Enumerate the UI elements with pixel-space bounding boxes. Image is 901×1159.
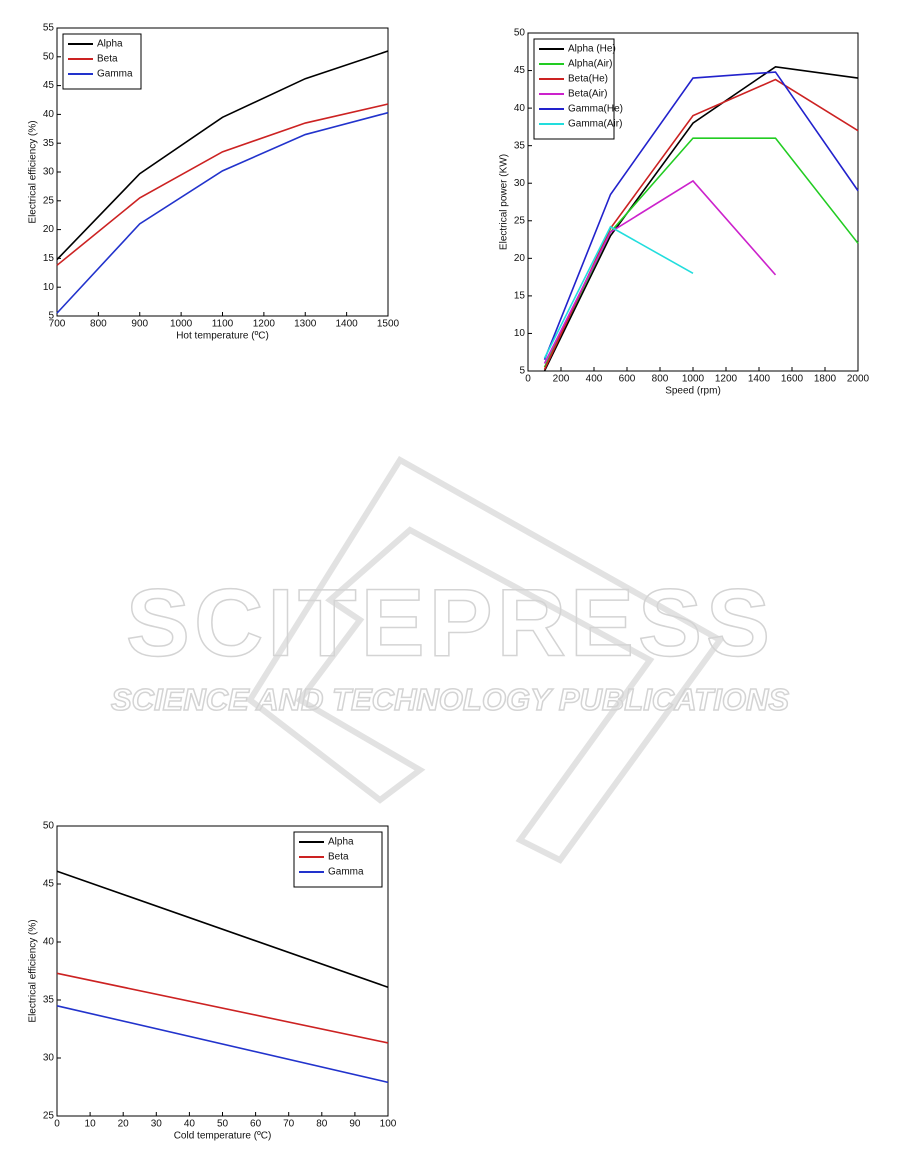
- x-tick-label: 400: [586, 374, 603, 385]
- x-tick-label: 800: [652, 374, 669, 385]
- legend-label: Gamma(Air): [568, 119, 622, 130]
- x-tick-label: 70: [283, 1119, 295, 1130]
- x-tick-label: 1400: [336, 319, 359, 330]
- x-axis-label: Hot temperature (ºC): [176, 331, 269, 342]
- series-line: [56, 870, 389, 988]
- legend-box: [533, 38, 615, 140]
- x-tick-label: 1800: [814, 374, 837, 385]
- y-tick-label: 20: [514, 253, 526, 264]
- x-tick-label: 700: [49, 319, 66, 330]
- legend-label: Alpha: [97, 39, 123, 50]
- x-tick-label: 1500: [377, 319, 400, 330]
- x-tick-label: 90: [349, 1119, 361, 1130]
- x-axis-label: Speed (rpm): [665, 386, 721, 397]
- y-tick-label: 40: [514, 103, 526, 114]
- y-tick-label: 30: [43, 167, 55, 178]
- y-axis-label: Electrical efficiency (%): [28, 120, 39, 223]
- legend-label: Beta: [97, 54, 118, 65]
- y-tick-label: 30: [43, 1053, 55, 1064]
- x-tick-label: 200: [553, 374, 570, 385]
- y-tick-label: 5: [48, 311, 54, 322]
- x-tick-label: 1200: [253, 319, 276, 330]
- y-tick-label: 40: [43, 109, 55, 120]
- y-tick-label: 50: [514, 28, 526, 39]
- x-tick-label: 0: [54, 1119, 60, 1130]
- chart: 0 200 400 600 800 1000 1200 1400 1600 1800 2000 5 10…: [499, 28, 870, 397]
- y-tick-label: 5: [519, 366, 525, 377]
- x-tick-label: 40: [184, 1119, 196, 1130]
- y-axis-label: Electrical efficiency (%): [28, 919, 39, 1022]
- y-tick-label: 50: [43, 821, 55, 832]
- series-line: [56, 972, 389, 1044]
- watermark-logo: [246, 455, 725, 864]
- x-tick-label: 60: [250, 1119, 262, 1130]
- watermark-title: SCITEPRESS: [126, 569, 774, 676]
- legend-label: Beta(Air): [568, 89, 607, 100]
- x-tick-label: 100: [380, 1119, 397, 1130]
- y-tick-label: 10: [514, 328, 526, 339]
- y-tick-label: 35: [514, 140, 526, 151]
- x-tick-label: 10: [85, 1119, 97, 1130]
- y-tick-label: 45: [43, 80, 55, 91]
- watermark-subtitle: SCIENCE AND TECHNOLOGY PUBLICATIONS: [111, 682, 789, 717]
- x-tick-label: 900: [131, 319, 148, 330]
- series-line: [543, 225, 694, 359]
- series-line: [56, 111, 389, 314]
- legend-label: Alpha: [328, 837, 354, 848]
- y-tick-label: 25: [43, 195, 55, 206]
- y-tick-label: 45: [514, 65, 526, 76]
- x-axis-label: Cold temperature (ºC): [174, 1131, 272, 1142]
- series-line: [56, 103, 389, 266]
- legend-label: Alpha (He): [568, 44, 616, 55]
- y-tick-label: 35: [43, 138, 55, 149]
- series-line: [543, 71, 859, 361]
- watermark: SCITEPRESS SCIENCE AND TECHNOLOGY PUBLIC…: [110, 455, 790, 864]
- x-tick-label: 1200: [715, 374, 738, 385]
- x-tick-label: 1000: [170, 319, 193, 330]
- legend-label: Gamma(He): [568, 104, 623, 115]
- y-tick-label: 55: [43, 23, 55, 34]
- y-tick-label: 15: [43, 253, 55, 264]
- y-tick-label: 40: [43, 937, 55, 948]
- x-tick-label: 2000: [847, 374, 870, 385]
- y-tick-label: 15: [514, 291, 526, 302]
- y-tick-label: 30: [514, 178, 526, 189]
- y-tick-label: 50: [43, 51, 55, 62]
- x-tick-label: 800: [90, 319, 107, 330]
- series-line: [543, 179, 777, 364]
- legend-label: Gamma: [328, 867, 364, 878]
- y-tick-label: 45: [43, 879, 55, 890]
- x-tick-label: 20: [118, 1119, 130, 1130]
- y-tick-label: 35: [43, 995, 55, 1006]
- legend-label: Gamma: [97, 69, 133, 80]
- series-line: [56, 1005, 389, 1084]
- legend-label: Beta: [328, 852, 349, 863]
- x-tick-label: 1600: [781, 374, 804, 385]
- x-tick-label: 1300: [294, 319, 317, 330]
- x-tick-label: 50: [217, 1119, 229, 1130]
- y-tick-label: 25: [514, 215, 526, 226]
- x-tick-label: 600: [619, 374, 636, 385]
- y-tick-label: 25: [43, 1111, 55, 1122]
- x-tick-label: 80: [316, 1119, 328, 1130]
- y-tick-label: 20: [43, 224, 55, 235]
- x-tick-label: 1100: [212, 319, 234, 330]
- legend-label: Alpha(Air): [568, 59, 612, 70]
- x-tick-label: 0: [525, 374, 531, 385]
- series-line: [543, 65, 859, 372]
- x-tick-label: 1400: [748, 374, 771, 385]
- series-line: [56, 50, 389, 261]
- y-axis-label: Electrical power (KW): [499, 154, 510, 250]
- x-tick-label: 1000: [682, 374, 705, 385]
- y-tick-label: 10: [43, 282, 55, 293]
- chart: 700 800 900 1000 1100 1200 1300 1400 1500 5 10 15 20…: [28, 23, 400, 342]
- legend-label: Beta(He): [568, 74, 608, 85]
- x-tick-label: 30: [151, 1119, 163, 1130]
